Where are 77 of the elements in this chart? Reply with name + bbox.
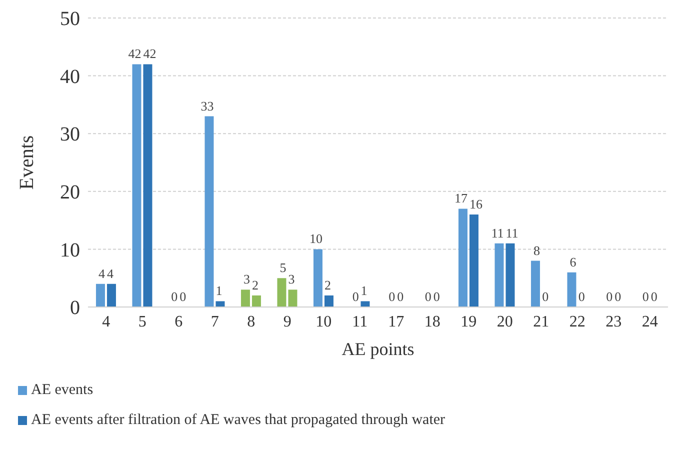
data-label: 0 bbox=[388, 289, 396, 304]
y-tick-label: 50 bbox=[60, 8, 80, 30]
bar bbox=[288, 290, 298, 307]
bar bbox=[132, 64, 142, 307]
x-tick-label: 22 bbox=[569, 313, 586, 330]
data-label: 2 bbox=[252, 277, 258, 292]
bar bbox=[143, 64, 152, 307]
data-label: 2 bbox=[324, 277, 331, 292]
x-tick-label: 23 bbox=[606, 313, 622, 330]
x-tick-label: 17 bbox=[388, 313, 404, 330]
data-label: 0 bbox=[433, 289, 440, 304]
data-label: 4 bbox=[106, 266, 114, 281]
data-label: 3 bbox=[243, 272, 250, 287]
data-label: 11 bbox=[491, 225, 504, 240]
bar bbox=[494, 243, 504, 307]
data-label: 0 bbox=[650, 289, 658, 304]
bar bbox=[96, 284, 105, 307]
x-axis-title: AE points bbox=[342, 339, 414, 359]
bar bbox=[324, 295, 334, 307]
bar bbox=[277, 278, 286, 307]
data-label: 0 bbox=[614, 289, 622, 304]
data-label: 42 bbox=[143, 46, 156, 62]
data-label: 42 bbox=[128, 46, 142, 62]
x-tick-label: 24 bbox=[642, 313, 658, 330]
x-tick-label: 4 bbox=[102, 313, 110, 330]
data-label: 10 bbox=[309, 231, 322, 246]
bar bbox=[458, 208, 468, 307]
x-tick-label: 10 bbox=[316, 313, 332, 330]
bar bbox=[360, 301, 370, 307]
bar bbox=[469, 214, 478, 307]
bar bbox=[506, 243, 515, 307]
x-tick-label: 18 bbox=[424, 313, 440, 330]
data-label: 0 bbox=[642, 289, 649, 304]
data-label: 0 bbox=[424, 289, 432, 304]
bar bbox=[252, 295, 261, 307]
x-tick-label: 7 bbox=[210, 313, 219, 330]
data-label: 1 bbox=[216, 283, 222, 298]
data-label: 0 bbox=[352, 289, 359, 304]
bar bbox=[567, 272, 576, 307]
data-label: 0 bbox=[542, 289, 549, 304]
y-tick-label: 40 bbox=[60, 66, 80, 88]
y-tick-label: 10 bbox=[60, 239, 80, 262]
y-tick-label: 20 bbox=[60, 182, 80, 204]
data-label: 0 bbox=[180, 289, 186, 304]
data-label: 17 bbox=[454, 190, 468, 206]
y-tick-label: 30 bbox=[60, 124, 80, 146]
x-tick-label: 11 bbox=[352, 313, 368, 330]
data-label: 16 bbox=[469, 196, 483, 212]
legend-label: AE events bbox=[31, 382, 94, 398]
data-label: 0 bbox=[397, 289, 404, 304]
x-tick-label: 6 bbox=[174, 313, 183, 330]
bar bbox=[204, 116, 214, 307]
data-label: 0 bbox=[606, 289, 613, 304]
bar bbox=[106, 284, 116, 307]
data-label: 0 bbox=[578, 289, 585, 304]
data-label: 6 bbox=[570, 254, 577, 270]
y-tick-label: 0 bbox=[70, 297, 80, 320]
data-label: 11 bbox=[506, 225, 518, 240]
data-label: 0 bbox=[171, 289, 178, 304]
bar bbox=[216, 301, 225, 307]
x-tick-label: 5 bbox=[138, 313, 146, 330]
x-tick-label: 20 bbox=[496, 313, 513, 330]
data-label: 4 bbox=[98, 266, 106, 281]
data-label: 8 bbox=[533, 242, 540, 258]
legend-label: AE events after filtration of AE waves that propagated through water bbox=[31, 412, 446, 428]
bar bbox=[313, 249, 322, 307]
x-tick-label: 8 bbox=[247, 313, 256, 330]
x-tick-label: 21 bbox=[533, 313, 550, 330]
bar bbox=[240, 290, 250, 307]
x-tick-label: 9 bbox=[283, 313, 292, 330]
data-label: 33 bbox=[200, 98, 214, 114]
data-label: 1 bbox=[360, 283, 368, 298]
y-axis-title: Events bbox=[16, 135, 38, 190]
data-label: 3 bbox=[288, 272, 295, 287]
data-label: 5 bbox=[280, 260, 286, 276]
bar bbox=[530, 260, 540, 307]
x-tick-label: 19 bbox=[460, 313, 477, 330]
